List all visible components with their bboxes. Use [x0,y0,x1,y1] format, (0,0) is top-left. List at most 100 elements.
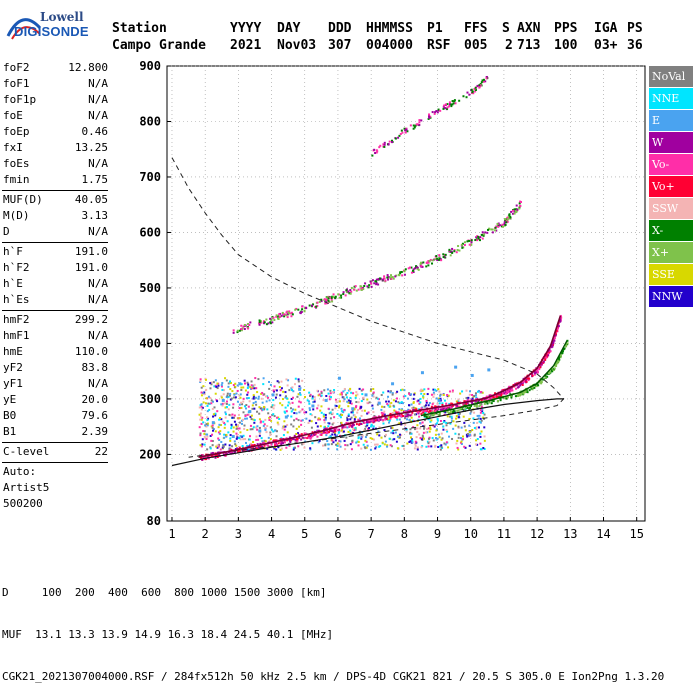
echo-point [356,440,359,443]
echo-point [338,406,341,409]
echo-point [434,444,437,447]
echo-point [357,440,360,443]
echo-point [246,386,249,389]
echo-point [440,438,443,441]
o-trace-point [333,429,336,432]
x-tick-label: 14 [596,527,610,541]
echo-point [271,414,274,417]
o-trace-point [330,429,333,432]
echo-point [474,392,477,395]
echo-point [409,436,412,439]
echo-point [390,427,393,430]
third-hop-point [429,115,432,118]
echo-point [256,391,259,394]
o-trace-point [274,439,277,442]
second-hop-point [496,222,499,225]
echo-point [411,439,414,442]
echo-point [200,422,203,425]
echo-point [409,440,412,443]
echo-point [361,409,364,412]
o-trace-point [341,426,344,429]
echo-point [335,434,338,437]
o-trace-point [365,420,368,423]
o-trace-point [554,334,557,337]
echo-point [206,416,209,419]
echo-point [242,438,245,441]
echo-point [427,404,430,407]
echo-point [250,380,253,383]
third-hop-point [388,140,391,143]
echo-point [454,432,457,435]
x-trace-point [555,362,558,365]
o-trace-point [329,428,332,431]
echo-point [265,431,268,434]
echo-point [435,389,438,392]
echo-point [210,439,213,442]
echo-point [439,393,442,396]
echo-point [483,426,486,429]
echo-point [328,412,331,415]
echo-point [415,436,418,439]
echo-point [460,440,463,443]
echo-point [439,448,442,451]
echo-point [276,380,279,383]
echo-point [436,437,439,440]
third-hop-point [418,123,421,126]
echo-point [399,389,402,392]
second-hop-point [503,222,506,225]
echo-point [335,401,338,404]
echo-point [435,397,438,400]
third-hop-point [474,86,477,89]
x-tick-label: 6 [334,527,341,541]
second-hop-point [318,300,321,303]
header-value: 307 [328,38,352,53]
o-trace-point [306,437,309,440]
second-hop-point [508,213,511,216]
o-trace-point [545,356,548,359]
echo-point [255,435,258,438]
echo-point [301,408,304,411]
echo-point [327,407,330,410]
echo-point [272,399,275,402]
echo-point [457,425,460,428]
echo-point [468,424,471,427]
echo-point [331,412,334,415]
o-trace-point [471,402,474,405]
second-hop-point [260,321,263,324]
x-tick-label: 13 [563,527,577,541]
echo-point [201,438,204,441]
echo-point [220,396,223,399]
echo-point [360,405,363,408]
second-hop-point [510,210,513,213]
param-key: foE [3,109,23,122]
second-hop-point [348,292,351,295]
o-trace-point [480,399,483,402]
echo-point [430,445,433,448]
echo-point [372,392,375,395]
third-hop-point [412,124,415,127]
echo-point [416,427,419,430]
o-trace-point [439,408,442,411]
echo-point [228,444,231,447]
sporadic-point [248,410,252,414]
echo-point [372,395,375,398]
sporadic-point [487,368,491,372]
echo-point [322,415,325,418]
x-trace-point [466,406,469,409]
o-trace-point [300,438,303,441]
echo-point [297,378,300,381]
echo-point [233,440,236,443]
echo-point [468,430,471,433]
third-hop-point [474,90,477,93]
echo-point [328,436,331,439]
echo-point [252,394,255,397]
param-value: N/A [88,93,108,106]
digisonde-logo: Lowell DIGISONDE [2,6,102,44]
x-trace-point [548,370,551,373]
second-hop-point [236,331,239,334]
echo-point [376,433,379,436]
param-key: M(D) [3,209,30,222]
third-hop-point [482,78,485,81]
param-row: foF2 12.800 [2,60,108,76]
legend-item: X- [649,220,693,241]
